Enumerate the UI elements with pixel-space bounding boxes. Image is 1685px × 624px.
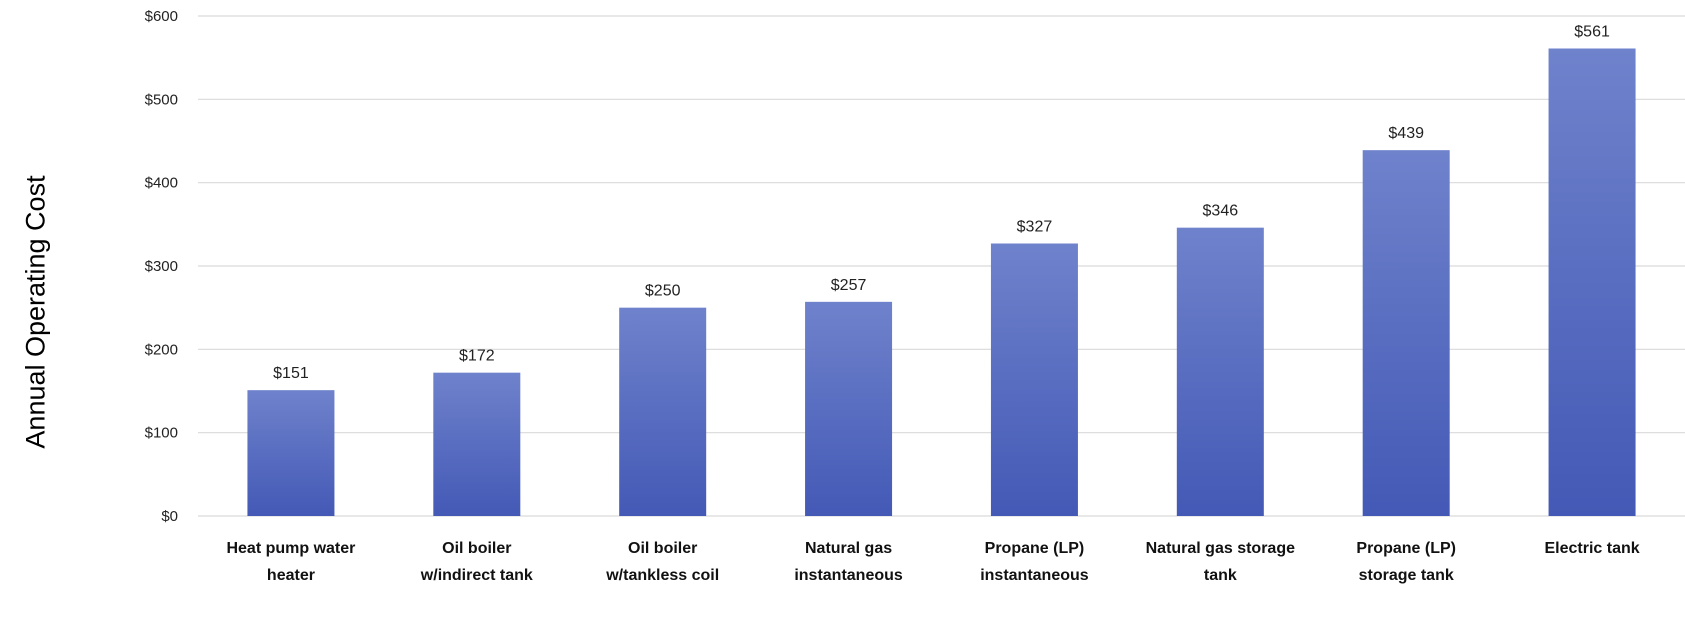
bar (1362, 150, 1450, 516)
bar (619, 307, 707, 516)
bar-value-label: $327 (1017, 219, 1053, 236)
bar-value-label: $172 (459, 348, 495, 365)
x-axis-categories: Heat pump water heater Oil boiler w/indirec… (226, 540, 1639, 584)
bar (1176, 227, 1264, 516)
x-category-label: Heat pump water (226, 540, 355, 557)
bar-value-label: $439 (1388, 125, 1424, 142)
x-category-label: Propane (LP) (1356, 540, 1456, 557)
bar-value-label: $250 (645, 283, 681, 300)
gridlines (198, 15, 1685, 517)
bar-value-label: $151 (273, 365, 309, 382)
bar (247, 390, 335, 516)
x-category-label: w/indirect tank (420, 567, 533, 584)
y-tick-label: $400 (145, 175, 178, 192)
x-category-label: Natural gas (805, 540, 892, 557)
y-tick-label: $100 (145, 425, 178, 442)
y-axis-ticks: $0 $100 $200 $300 $400 $500 $600 (145, 8, 178, 525)
bars (247, 48, 1636, 516)
bar-value-label: $561 (1574, 24, 1610, 41)
x-category-label: Oil boiler (628, 540, 697, 557)
y-tick-label: $500 (145, 91, 178, 108)
x-category-label: storage tank (1359, 567, 1454, 584)
x-category-label: instantaneous (794, 567, 903, 584)
y-tick-label: $200 (145, 341, 178, 358)
bar (805, 301, 893, 516)
x-category-label: instantaneous (980, 567, 1089, 584)
x-category-label: Oil boiler (442, 540, 511, 557)
x-category-label: w/tankless coil (605, 567, 719, 584)
y-tick-label: $0 (161, 508, 178, 525)
x-category-label: Electric tank (1544, 540, 1639, 557)
value-labels: $151 $172 $250 $257 $327 $346 $439 $561 (273, 24, 1610, 383)
bar-value-label: $346 (1203, 203, 1239, 220)
x-category-label: heater (267, 567, 315, 584)
bar-value-label: $257 (831, 277, 867, 294)
x-category-label: tank (1204, 567, 1237, 584)
y-tick-label: $600 (145, 8, 178, 25)
bar (990, 243, 1078, 516)
x-category-label: Natural gas storage (1146, 540, 1295, 557)
bar (433, 372, 521, 516)
y-tick-label: $300 (145, 258, 178, 275)
x-category-label: Propane (LP) (985, 540, 1085, 557)
bar (1548, 48, 1636, 516)
